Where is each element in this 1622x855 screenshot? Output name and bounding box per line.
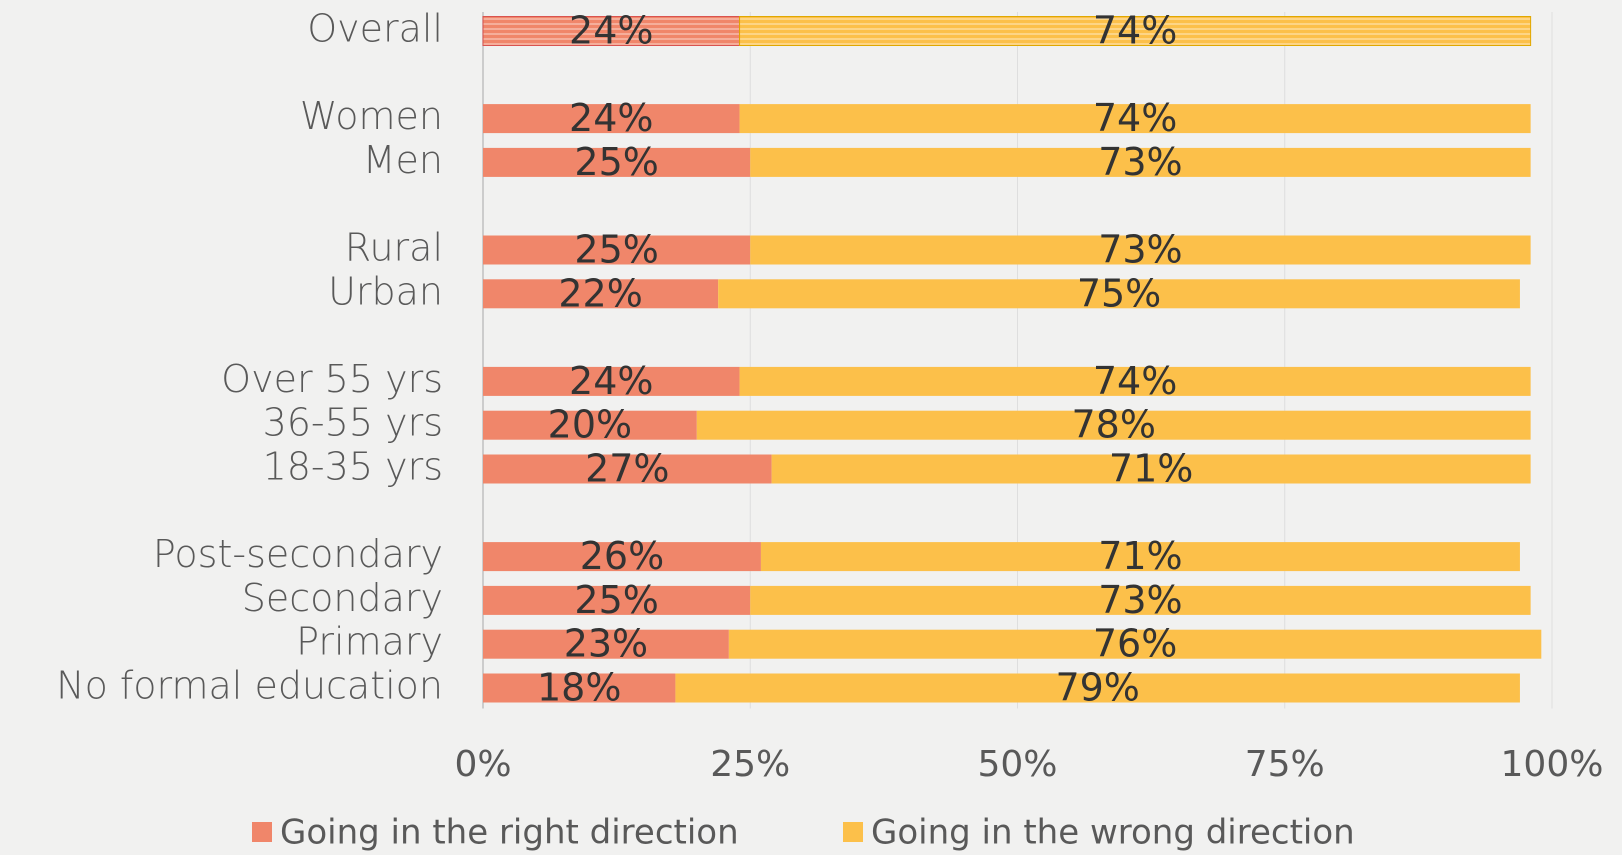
value-label: 75% — [1077, 271, 1161, 315]
value-label: 25% — [574, 140, 658, 184]
bar-segment — [483, 235, 751, 265]
bar-segment — [739, 366, 1531, 396]
x-tick-label: 25% — [710, 744, 790, 785]
category-label: Primary — [296, 620, 443, 664]
value-label: 74% — [1093, 9, 1177, 53]
bar-segment — [739, 104, 1531, 134]
category-label: No formal education — [56, 664, 443, 708]
value-label: 26% — [580, 534, 664, 578]
bar-segment — [483, 542, 761, 572]
bar-segment — [728, 629, 1542, 659]
category-label: Men — [363, 138, 443, 182]
bar-segment — [483, 454, 772, 484]
x-tick-label: 50% — [977, 744, 1057, 785]
category-label: Rural — [345, 226, 443, 270]
category-label: Urban — [328, 269, 443, 313]
value-label: 25% — [574, 228, 658, 272]
bar-segment — [483, 673, 676, 703]
value-label: 23% — [564, 622, 648, 666]
bar-segment — [483, 279, 719, 309]
category-label: Secondary — [242, 576, 443, 620]
bar-segment — [483, 585, 751, 615]
value-label: 73% — [1098, 228, 1182, 272]
category-label: Women — [300, 94, 443, 138]
x-tick-label: 0% — [454, 744, 511, 785]
bar-segment — [483, 104, 740, 134]
category-label: Post-secondary — [153, 532, 443, 576]
value-label: 18% — [537, 666, 621, 710]
bar-segment — [718, 279, 1520, 309]
value-label: 27% — [585, 447, 669, 491]
bar-segment — [750, 147, 1531, 177]
category-label: Overall — [307, 7, 443, 51]
bar-segment — [675, 673, 1520, 703]
value-label: 76% — [1093, 622, 1177, 666]
selection-hatch — [739, 16, 1532, 46]
category-label: 36-55 yrs — [263, 401, 443, 445]
legend-label: Going in the wrong direction — [871, 813, 1355, 853]
value-label: 73% — [1098, 140, 1182, 184]
legend-label: Going in the right direction — [280, 813, 739, 853]
bar-segment — [483, 410, 697, 440]
bar-segment — [483, 629, 729, 659]
bar-segment — [760, 542, 1520, 572]
value-label: 22% — [558, 271, 642, 315]
bar-segment — [750, 585, 1531, 615]
bar-segment — [750, 235, 1531, 265]
value-label: 78% — [1071, 403, 1155, 447]
legend-swatch — [252, 822, 272, 842]
bar-segment — [696, 410, 1531, 440]
value-label: 71% — [1098, 534, 1182, 578]
bar-segment — [771, 454, 1531, 484]
x-tick-label: 100% — [1501, 744, 1604, 785]
bar-segment — [483, 366, 740, 396]
value-label: 74% — [1093, 96, 1177, 140]
value-label: 24% — [569, 96, 653, 140]
value-label: 24% — [569, 9, 653, 53]
value-label: 79% — [1055, 666, 1139, 710]
value-label: 20% — [548, 403, 632, 447]
bar-segment — [483, 147, 751, 177]
category-label: Over 55 yrs — [221, 357, 443, 401]
value-label: 74% — [1093, 359, 1177, 403]
category-label: 18-35 yrs — [263, 445, 443, 489]
value-label: 73% — [1098, 578, 1182, 622]
value-label: 71% — [1109, 447, 1193, 491]
x-tick-label: 75% — [1245, 744, 1325, 785]
value-label: 25% — [574, 578, 658, 622]
selection-hatch — [482, 16, 741, 46]
legend-swatch — [843, 822, 863, 842]
value-label: 24% — [569, 359, 653, 403]
